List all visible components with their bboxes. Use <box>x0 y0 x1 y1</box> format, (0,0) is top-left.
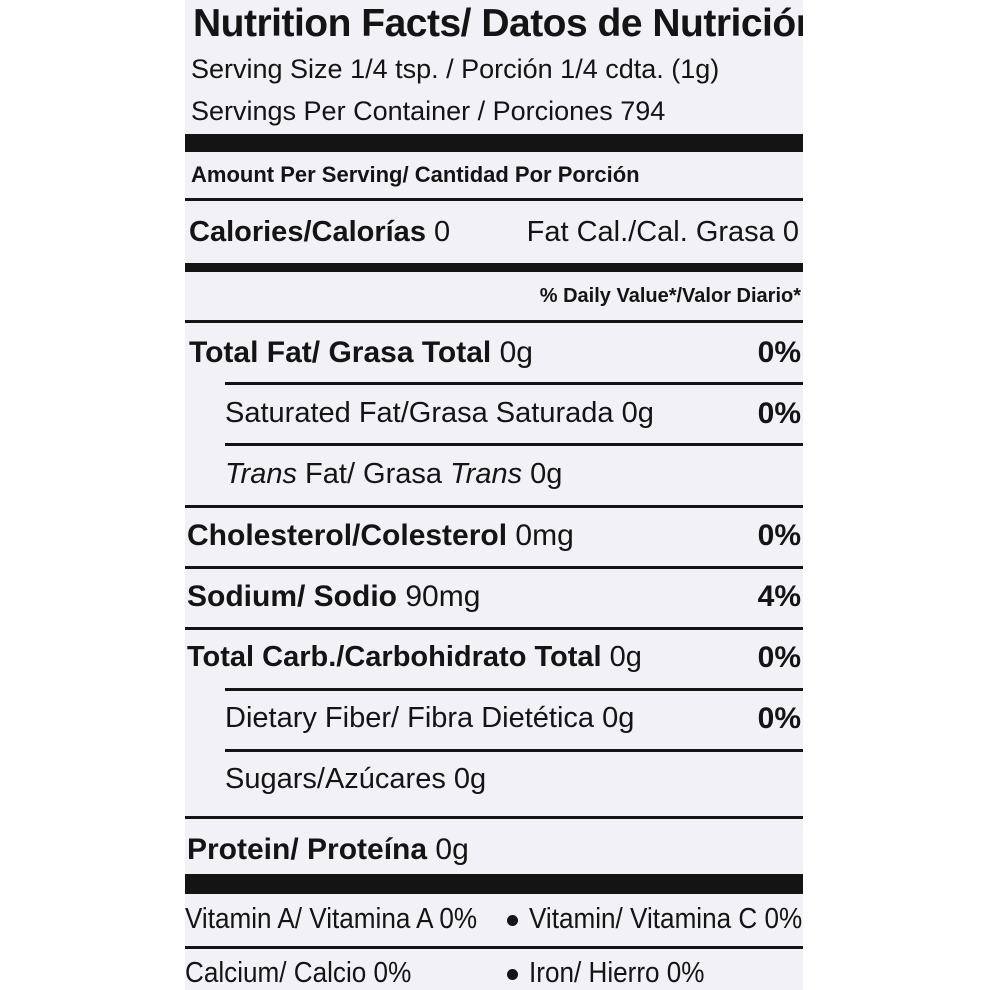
bullet-icon <box>507 915 518 926</box>
sodium-row: Sodium/ Sodio 90mg <box>187 582 480 612</box>
divider <box>185 566 803 569</box>
cholesterol-row: Cholesterol/Colesterol 0mg <box>187 521 574 551</box>
trans-fat-italic: Trans <box>225 458 297 490</box>
sugars-label: Sugars/Azúcares <box>225 763 446 795</box>
saturated-fat-row: Saturated Fat/Grasa Saturada 0g <box>225 399 654 428</box>
total-carb-row: Total Carb./Carbohidrato Total 0g <box>187 643 642 672</box>
sugars-amount: 0g <box>453 763 487 795</box>
calories-row: Calories/Calorías 0 <box>189 218 450 247</box>
dietary-fiber-amount: 0g <box>602 702 635 734</box>
iron: Iron/ Hierro 0% <box>529 957 705 989</box>
protein-row: Protein/ Proteína 0g <box>187 835 469 865</box>
indented-divider <box>225 688 803 691</box>
total-fat-dv: 0% <box>757 336 801 369</box>
vitamin-a: Vitamin A/ Vitamina A 0% <box>185 903 478 935</box>
divider <box>185 946 803 949</box>
trans-fat-italic: Trans <box>450 458 523 490</box>
fat-calories: Fat Cal./Cal. Grasa 0 <box>526 216 799 248</box>
total-carb-dv: 0% <box>757 641 801 674</box>
total-fat-label: Total Fat/ Grasa Total <box>189 336 492 369</box>
nutrition-facts-panel: Nutrition Facts/ Datos de Nutrición Serv… <box>185 0 803 990</box>
sodium-label: Sodium/ Sodio <box>187 580 397 613</box>
vitamin-c: Vitamin/ Vitamina C 0% <box>529 903 803 935</box>
indented-divider <box>225 749 803 752</box>
protein-amount: 0g <box>435 833 469 866</box>
divider <box>185 627 803 630</box>
total-carb-amount: 0g <box>609 641 642 673</box>
divider <box>185 816 803 819</box>
daily-value-header: % Daily Value*/Valor Diario* <box>539 285 801 307</box>
calories-label: Calories/Calorías <box>189 216 426 248</box>
servings-per-container: Servings Per Container / Porciones 794 <box>191 96 666 126</box>
saturated-fat-amount: 0g <box>621 397 654 429</box>
sodium-dv: 4% <box>757 580 801 613</box>
cholesterol-label: Cholesterol/Colesterol <box>187 519 508 552</box>
label-title: Nutrition Facts/ Datos de Nutrición <box>193 2 803 45</box>
calcium: Calcium/ Calcio 0% <box>185 957 412 989</box>
indented-divider <box>225 443 803 446</box>
total-carb-label: Total Carb./Carbohidrato Total <box>187 641 602 673</box>
saturated-fat-label: Saturated Fat/Grasa Saturada <box>225 397 614 429</box>
total-fat-amount: 0g <box>499 336 533 369</box>
bullet-icon <box>507 969 518 980</box>
trans-fat-label: Fat/ Grasa <box>296 458 451 490</box>
dietary-fiber-row: Dietary Fiber/ Fibra Dietética 0g <box>225 704 634 733</box>
serving-size: Serving Size 1/4 tsp. / Porción 1/4 cdta… <box>191 54 720 84</box>
amount-per-serving: Amount Per Serving/ Cantidad Por Porción <box>191 162 640 187</box>
sugars-row: Sugars/Azúcares 0g <box>225 765 486 794</box>
calories-value: 0 <box>434 216 451 248</box>
thick-divider <box>185 874 803 894</box>
divider <box>185 505 803 508</box>
cholesterol-dv: 0% <box>757 519 801 552</box>
medium-divider <box>185 263 803 272</box>
dietary-fiber-label: Dietary Fiber/ Fibra Dietética <box>225 702 595 734</box>
protein-label: Protein/ Proteína <box>187 833 428 866</box>
divider <box>185 198 803 201</box>
thick-divider <box>185 134 803 152</box>
trans-fat-row: Trans Fat/ Grasa Trans 0g <box>225 460 562 489</box>
sodium-amount: 90mg <box>405 580 481 613</box>
cholesterol-amount: 0mg <box>515 519 574 552</box>
saturated-fat-dv: 0% <box>757 397 801 430</box>
dietary-fiber-dv: 0% <box>757 702 801 735</box>
total-fat-row: Total Fat/ Grasa Total 0g <box>189 338 533 368</box>
indented-divider <box>225 382 803 385</box>
divider <box>185 320 803 323</box>
trans-fat-amount: 0g <box>530 458 563 490</box>
